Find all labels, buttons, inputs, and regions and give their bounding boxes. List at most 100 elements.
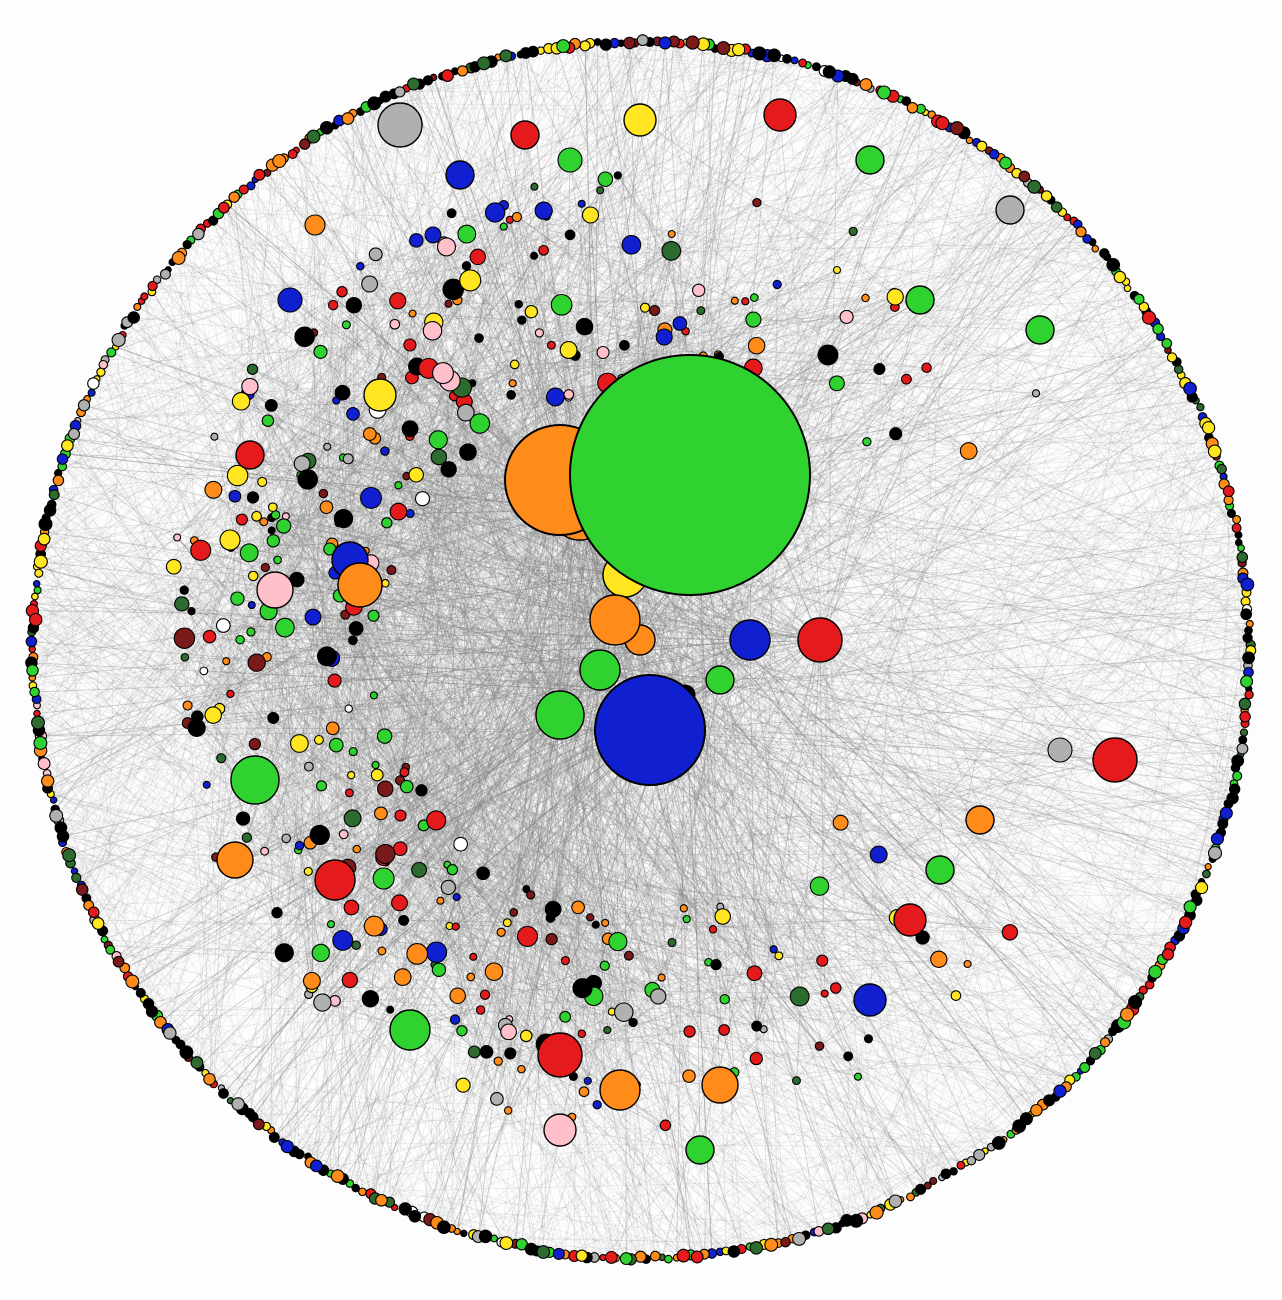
inner-node xyxy=(746,312,761,327)
outer-node xyxy=(1080,1063,1090,1073)
inner-node xyxy=(951,991,961,1001)
outer-node xyxy=(580,41,590,51)
hub-node xyxy=(730,620,770,660)
inner-node xyxy=(314,345,327,358)
feature-node xyxy=(926,856,954,884)
inner-node xyxy=(416,492,430,506)
inner-node xyxy=(317,781,327,791)
inner-node xyxy=(849,227,857,235)
outer-node xyxy=(219,1089,229,1099)
feature-node xyxy=(446,161,474,189)
inner-node xyxy=(964,961,971,968)
outer-node xyxy=(38,533,50,545)
inner-node xyxy=(833,815,848,830)
inner-node xyxy=(333,931,353,951)
inner-node xyxy=(312,944,329,961)
inner-node xyxy=(275,944,293,962)
inner-node xyxy=(345,705,352,712)
inner-node xyxy=(167,559,182,574)
outer-node xyxy=(273,155,286,168)
inner-node xyxy=(348,772,355,779)
outer-node xyxy=(50,809,63,822)
inner-node xyxy=(656,329,672,345)
inner-node xyxy=(320,501,333,514)
inner-node xyxy=(494,1057,502,1065)
inner-node xyxy=(402,421,418,437)
outer-node xyxy=(753,47,766,60)
outer-node xyxy=(1124,285,1131,292)
outer-node xyxy=(69,429,80,440)
inner-node xyxy=(509,380,516,387)
feature-node xyxy=(364,379,396,411)
inner-node xyxy=(362,991,378,1007)
hub-node xyxy=(570,355,810,595)
inner-node xyxy=(265,400,277,412)
feature-node xyxy=(231,756,279,804)
outer-node xyxy=(34,581,40,587)
feature-node xyxy=(338,563,382,607)
inner-node xyxy=(501,1024,517,1040)
inner-node xyxy=(395,810,406,821)
outer-node xyxy=(136,988,145,997)
inner-node xyxy=(328,674,341,687)
outer-node xyxy=(254,169,265,180)
feature-node xyxy=(1026,316,1054,344)
inner-node xyxy=(342,972,357,987)
inner-node xyxy=(683,1070,695,1082)
inner-node xyxy=(658,974,665,981)
outer-node xyxy=(438,1221,451,1234)
inner-node xyxy=(597,347,609,359)
outer-node xyxy=(1167,353,1176,362)
feature-node xyxy=(906,286,934,314)
inner-node xyxy=(546,934,557,945)
inner-node xyxy=(477,867,490,880)
inner-node xyxy=(349,748,357,756)
outer-node xyxy=(620,1253,632,1265)
inner-node xyxy=(505,1107,512,1114)
inner-node xyxy=(349,622,363,636)
inner-node xyxy=(305,762,314,771)
inner-node xyxy=(357,263,364,270)
inner-node xyxy=(597,187,604,194)
inner-node xyxy=(231,592,244,605)
outer-node xyxy=(27,665,38,676)
inner-node xyxy=(602,919,609,926)
inner-node xyxy=(547,388,565,406)
feature-node xyxy=(217,842,253,878)
outer-node xyxy=(1107,259,1120,272)
outer-node xyxy=(791,57,798,64)
outer-node xyxy=(781,1238,790,1247)
outer-node xyxy=(793,1233,806,1246)
inner-node xyxy=(205,481,222,498)
inner-node xyxy=(790,987,809,1006)
inner-node xyxy=(680,905,687,912)
inner-node xyxy=(291,735,309,753)
outer-node xyxy=(49,490,59,500)
inner-node xyxy=(579,1087,589,1097)
inner-node xyxy=(863,438,871,446)
feature-node xyxy=(856,146,884,174)
outer-node xyxy=(651,1251,661,1261)
feature-node xyxy=(1048,738,1072,762)
inner-node xyxy=(500,223,507,230)
feature-node xyxy=(624,104,656,136)
outer-node xyxy=(1223,486,1234,497)
inner-node xyxy=(592,921,599,928)
inner-node xyxy=(815,1042,823,1050)
inner-node xyxy=(693,284,705,296)
outer-node xyxy=(1089,1048,1101,1060)
inner-node xyxy=(319,489,327,497)
inner-node xyxy=(518,316,526,324)
inner-node xyxy=(750,1052,762,1064)
outer-node xyxy=(1197,404,1204,411)
inner-node xyxy=(855,1073,862,1080)
feature-node xyxy=(764,99,796,131)
inner-node xyxy=(382,518,392,528)
inner-node xyxy=(565,230,575,240)
inner-node xyxy=(922,363,931,372)
outer-node xyxy=(232,1098,244,1110)
outer-node xyxy=(342,113,354,125)
outer-node xyxy=(878,86,891,99)
inner-node xyxy=(584,1077,591,1084)
inner-node xyxy=(390,503,407,520)
